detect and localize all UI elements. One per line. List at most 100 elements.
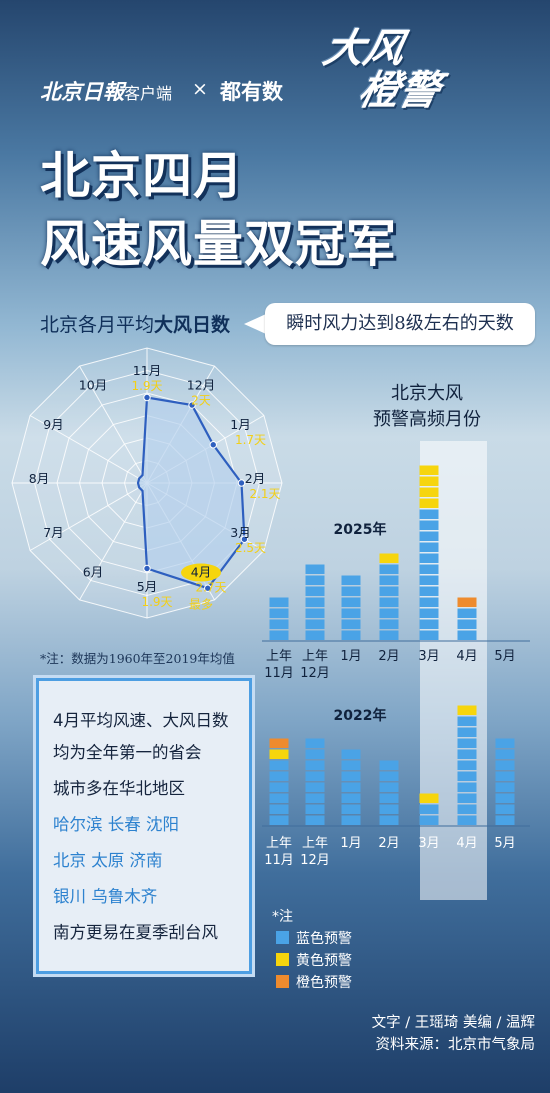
bar-unit-蓝色预警 bbox=[305, 793, 325, 803]
credits-authors: 文字 / 王瑶琦 美编 / 温辉 bbox=[371, 1015, 535, 1031]
bar-category-label: 上年 bbox=[302, 836, 328, 851]
bar-unit-蓝色预警 bbox=[305, 804, 325, 814]
bar-unit-蓝色预警 bbox=[457, 716, 477, 726]
brand-duyoushu: 都有数 bbox=[220, 80, 283, 104]
bar-category-label: 5月 bbox=[494, 836, 515, 851]
bar-unit-蓝色预警 bbox=[269, 608, 289, 618]
bar-unit-黄色预警 bbox=[419, 487, 439, 497]
bar-unit-黄色预警 bbox=[419, 476, 439, 486]
radar-note: *注：数据为1960年至2019年均值 bbox=[40, 651, 235, 666]
bar-unit-蓝色预警 bbox=[457, 619, 477, 629]
bar-unit-蓝色预警 bbox=[269, 771, 289, 781]
radar-month-label: 1月 bbox=[230, 417, 250, 432]
bar-unit-蓝色预警 bbox=[457, 815, 477, 825]
bar-category-label: 12月 bbox=[300, 853, 330, 868]
radar-point bbox=[237, 479, 246, 487]
bar-unit-蓝色预警 bbox=[305, 815, 325, 825]
radar-point bbox=[143, 393, 151, 402]
legend-label: 橙色预警 bbox=[296, 975, 352, 991]
bar-unit-蓝色预警 bbox=[379, 804, 399, 814]
radar-spoke bbox=[79, 482, 148, 601]
bar-unit-蓝色预警 bbox=[269, 793, 289, 803]
radar-month-label: 2月 bbox=[245, 471, 265, 486]
radar-value-label: 2.5天 bbox=[235, 541, 266, 555]
bar-unit-黄色预警 bbox=[457, 705, 477, 715]
bar-category-label: 3月 bbox=[418, 649, 439, 664]
bar-unit-蓝色预警 bbox=[341, 586, 361, 596]
legend-label: 黄色预警 bbox=[296, 953, 352, 969]
subtitle-prefix: 北京各月平均 bbox=[40, 314, 155, 336]
legend-title: *注 bbox=[272, 909, 293, 925]
bar-category-label: 上年 bbox=[302, 649, 328, 664]
info-line: 均为全年第一的省会 bbox=[53, 743, 202, 762]
bar-unit-蓝色预警 bbox=[419, 575, 439, 585]
bar-unit-蓝色预警 bbox=[379, 815, 399, 825]
bar-chart-title: 北京大风 bbox=[391, 383, 463, 404]
radar-point bbox=[240, 535, 249, 543]
radar-value-label: 2.1天 bbox=[249, 487, 280, 501]
badge-line-2: 橙警 bbox=[354, 68, 445, 114]
radar-month-label: 3月 bbox=[230, 525, 250, 540]
bar-unit-蓝色预警 bbox=[341, 575, 361, 585]
bar-unit-蓝色预警 bbox=[341, 619, 361, 629]
bar-unit-蓝色预警 bbox=[269, 804, 289, 814]
bar-unit-黄色预警 bbox=[419, 465, 439, 475]
info-box: 4月平均风速、大风日数 均为全年第一的省会 城市多在华北地区 哈尔滨 长春 沈阳… bbox=[36, 678, 252, 974]
city-line: 哈尔滨 长春 沈阳 bbox=[53, 815, 179, 834]
bar-unit-蓝色预警 bbox=[419, 619, 439, 629]
warning-bar-chart: 显著偏高北京大风预警高频月份2025年上年11月上年12月1月2月3月4月5月2… bbox=[262, 383, 530, 900]
bar-unit-蓝色预警 bbox=[341, 749, 361, 759]
bar-unit-橙色预警 bbox=[269, 738, 289, 748]
bar-unit-蓝色预警 bbox=[269, 782, 289, 792]
bar-unit-蓝色预警 bbox=[269, 760, 289, 770]
group-year-label: 2025年 bbox=[334, 521, 387, 538]
bar-unit-蓝色预警 bbox=[457, 749, 477, 759]
bar-unit-蓝色预警 bbox=[341, 597, 361, 607]
credits: 文字 / 王瑶琦 美编 / 温辉 资料来源：北京市气象局 bbox=[270, 1012, 535, 1056]
bar-unit-蓝色预警 bbox=[419, 542, 439, 552]
legend-swatch-blue bbox=[276, 931, 289, 944]
subtitle-bold: 大风日数 bbox=[154, 314, 231, 336]
bar-unit-蓝色预警 bbox=[341, 760, 361, 770]
callout-pointer bbox=[244, 314, 266, 334]
bar-unit-蓝色预警 bbox=[495, 793, 515, 803]
radar-month-label: 12月 bbox=[187, 377, 215, 392]
bar-unit-蓝色预警 bbox=[379, 564, 399, 574]
page-title-line-1: 北京四月 bbox=[40, 147, 244, 205]
bar-unit-蓝色预警 bbox=[419, 804, 439, 814]
bar-unit-黄色预警 bbox=[269, 749, 289, 759]
bar-unit-黄色预警 bbox=[379, 553, 399, 563]
bar-unit-蓝色预警 bbox=[305, 630, 325, 640]
group-year-label: 2022年 bbox=[334, 707, 387, 724]
radar-value-label: 1.9天 bbox=[141, 595, 172, 609]
brand-beijing-daily: 北京日報客户端 bbox=[40, 76, 172, 106]
radar-spoke bbox=[29, 415, 148, 484]
city-line: 北京 太原 济南 bbox=[53, 851, 163, 870]
bar-category-label: 5月 bbox=[494, 649, 515, 664]
bar-category-label: 4月 bbox=[456, 649, 477, 664]
bar-unit-蓝色预警 bbox=[305, 597, 325, 607]
bar-unit-蓝色预警 bbox=[305, 760, 325, 770]
bar-unit-橙色预警 bbox=[457, 597, 477, 607]
bar-unit-蓝色预警 bbox=[341, 793, 361, 803]
bar-unit-蓝色预警 bbox=[305, 749, 325, 759]
bar-unit-蓝色预警 bbox=[305, 608, 325, 618]
bar-unit-黄色预警 bbox=[419, 498, 439, 508]
radar-value-label: 1.9天 bbox=[131, 379, 162, 393]
bar-unit-蓝色预警 bbox=[269, 619, 289, 629]
bar-unit-蓝色预警 bbox=[305, 782, 325, 792]
bar-unit-蓝色预警 bbox=[305, 564, 325, 574]
bar-unit-蓝色预警 bbox=[305, 619, 325, 629]
bar-category-label: 11月 bbox=[264, 666, 294, 681]
highlight-pill bbox=[181, 563, 221, 582]
bar-category-label: 11月 bbox=[264, 853, 294, 868]
bar-unit-蓝色预警 bbox=[495, 782, 515, 792]
radar-month-label: 11月 bbox=[133, 363, 161, 378]
radar-chart: 12月2天1月1.7天2月2.1天3月2.5天4月2.7天最多5月1.9天6月7… bbox=[11, 347, 283, 619]
bar-unit-蓝色预警 bbox=[379, 619, 399, 629]
legend: *注 蓝色预警 黄色预警 橙色预警 bbox=[272, 900, 522, 1000]
bar-unit-蓝色预警 bbox=[269, 630, 289, 640]
bar-unit-蓝色预警 bbox=[495, 749, 515, 759]
bar-unit-蓝色预警 bbox=[305, 771, 325, 781]
